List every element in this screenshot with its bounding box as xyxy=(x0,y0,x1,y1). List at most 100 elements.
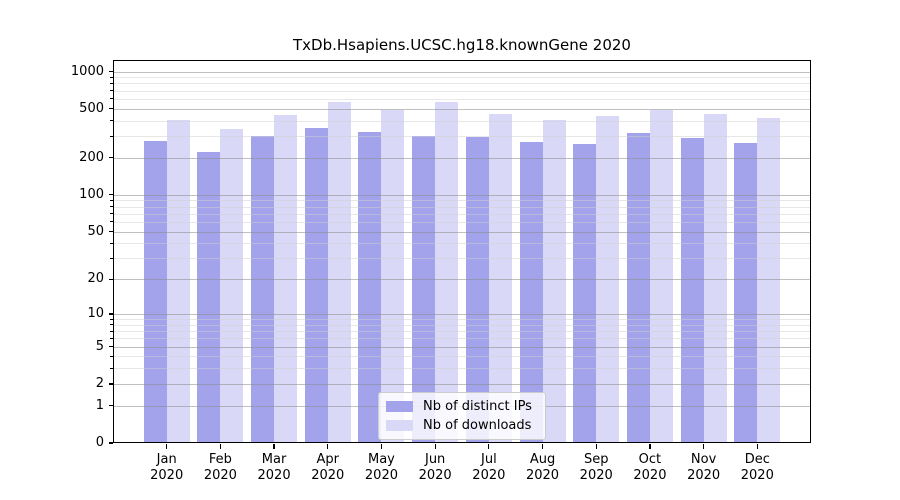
bar-downloads xyxy=(327,101,351,443)
y-tick-label: 5 xyxy=(95,338,104,354)
x-tick-label: May 2020 xyxy=(364,452,398,483)
y-tick-label: 0 xyxy=(95,435,104,450)
y-tick-mark xyxy=(108,230,113,233)
y-tick-mark xyxy=(108,194,113,196)
y-tick-label: 200 xyxy=(79,149,104,165)
bar-distinct-ips xyxy=(465,137,489,443)
gridline-minor xyxy=(113,83,811,85)
legend-swatch-downloads xyxy=(386,420,413,431)
x-tick-label: Jan 2020 xyxy=(150,452,184,483)
y-tick-label: 50 xyxy=(87,223,104,239)
y-minor-tick-mark xyxy=(110,76,113,78)
y-tick-mark xyxy=(108,346,113,348)
y-minor-tick-mark xyxy=(110,337,113,339)
y-tick-label: 100 xyxy=(79,186,104,202)
y-tick-mark xyxy=(108,278,113,280)
bar-downloads xyxy=(596,115,620,443)
x-tick-mark xyxy=(327,444,329,449)
y-minor-tick-mark xyxy=(110,82,113,84)
bar-distinct-ips xyxy=(197,151,221,443)
y-minor-tick-mark xyxy=(110,199,113,201)
y-minor-tick-mark xyxy=(110,318,113,320)
bar-downloads xyxy=(381,110,405,443)
bar-distinct-ips xyxy=(626,133,650,443)
y-minor-tick-mark xyxy=(110,355,113,357)
x-tick-mark xyxy=(703,444,705,449)
x-tick-label: Nov 2020 xyxy=(687,452,721,483)
x-tick-mark xyxy=(541,444,544,449)
x-tick-label: Apr 2020 xyxy=(311,452,345,483)
gridline-major xyxy=(113,108,811,110)
y-minor-tick-mark xyxy=(110,242,113,244)
y-minor-tick-mark xyxy=(110,257,113,259)
bar-downloads xyxy=(274,114,298,443)
y-minor-tick-mark xyxy=(110,206,113,208)
x-tick-label: Mar 2020 xyxy=(257,452,291,483)
legend-swatch-distinct-ips xyxy=(386,401,413,412)
y-tick-mark xyxy=(108,70,113,73)
bar-downloads xyxy=(703,114,727,443)
bar-downloads xyxy=(649,110,673,443)
x-tick-label: Oct 2020 xyxy=(633,452,667,483)
x-tick-label: Feb 2020 xyxy=(203,452,237,483)
bar-distinct-ips xyxy=(358,131,382,443)
bar-distinct-ips xyxy=(304,127,328,443)
y-minor-tick-mark xyxy=(110,98,113,100)
y-minor-tick-mark xyxy=(110,330,113,332)
gridline-minor xyxy=(113,90,811,92)
y-minor-tick-mark xyxy=(110,367,113,369)
bar-downloads xyxy=(166,119,190,443)
bar-downloads xyxy=(220,129,244,443)
y-tick-mark xyxy=(108,108,113,110)
x-tick-mark xyxy=(488,444,490,449)
bar-downloads xyxy=(435,102,459,443)
y-tick-mark xyxy=(108,157,113,159)
bar-downloads xyxy=(757,117,781,443)
gridline-minor xyxy=(113,98,811,100)
legend-label-distinct-ips: Nb of distinct IPs xyxy=(423,399,532,414)
bar-distinct-ips xyxy=(734,142,758,443)
y-tick-label: 10 xyxy=(87,306,104,322)
bar-distinct-ips xyxy=(251,135,275,443)
legend: Nb of distinct IPs Nb of downloads xyxy=(378,392,546,440)
x-tick-mark xyxy=(595,444,597,449)
legend-label-downloads: Nb of downloads xyxy=(423,418,532,433)
bar-distinct-ips xyxy=(143,141,167,443)
x-tick-mark xyxy=(649,444,651,449)
bar-distinct-ips xyxy=(680,137,704,443)
y-tick-mark xyxy=(108,442,113,444)
x-tick-mark xyxy=(756,444,758,449)
gridline-minor xyxy=(113,77,811,79)
y-tick-label: 1000 xyxy=(70,63,104,79)
y-tick-label: 1 xyxy=(95,397,104,413)
y-minor-tick-mark xyxy=(110,90,113,92)
x-tick-mark xyxy=(166,444,168,449)
gridline-major xyxy=(113,71,811,73)
bar-distinct-ips xyxy=(573,144,597,443)
legend-row-distinct-ips: Nb of distinct IPs xyxy=(386,399,537,414)
x-tick-label: Jun 2020 xyxy=(418,452,452,483)
bar-distinct-ips xyxy=(519,142,543,443)
x-tick-mark xyxy=(273,444,275,449)
y-minor-tick-mark xyxy=(110,324,113,326)
x-tick-label: Sep 2020 xyxy=(579,452,613,483)
x-tick-mark xyxy=(380,444,383,449)
y-minor-tick-mark xyxy=(110,221,113,223)
x-tick-label: Aug 2020 xyxy=(525,452,560,483)
x-tick-label: Jul 2020 xyxy=(472,452,506,483)
y-minor-tick-mark xyxy=(110,135,113,137)
y-tick-label: 20 xyxy=(87,271,104,287)
chart-title: TxDb.Hsapiens.UCSC.hg18.knownGene 2020 xyxy=(293,36,631,54)
y-tick-mark xyxy=(108,383,113,385)
y-tick-label: 2 xyxy=(95,375,104,391)
y-tick-mark xyxy=(108,313,113,315)
legend-row-downloads: Nb of downloads xyxy=(386,418,537,433)
y-tick-label: 500 xyxy=(79,100,104,116)
plot-area: Nb of distinct IPs Nb of downloads xyxy=(113,60,811,443)
x-tick-mark xyxy=(219,444,221,449)
y-tick-mark xyxy=(108,405,113,407)
bar-distinct-ips xyxy=(412,135,436,443)
y-minor-tick-mark xyxy=(110,213,113,215)
y-minor-tick-mark xyxy=(110,120,113,122)
